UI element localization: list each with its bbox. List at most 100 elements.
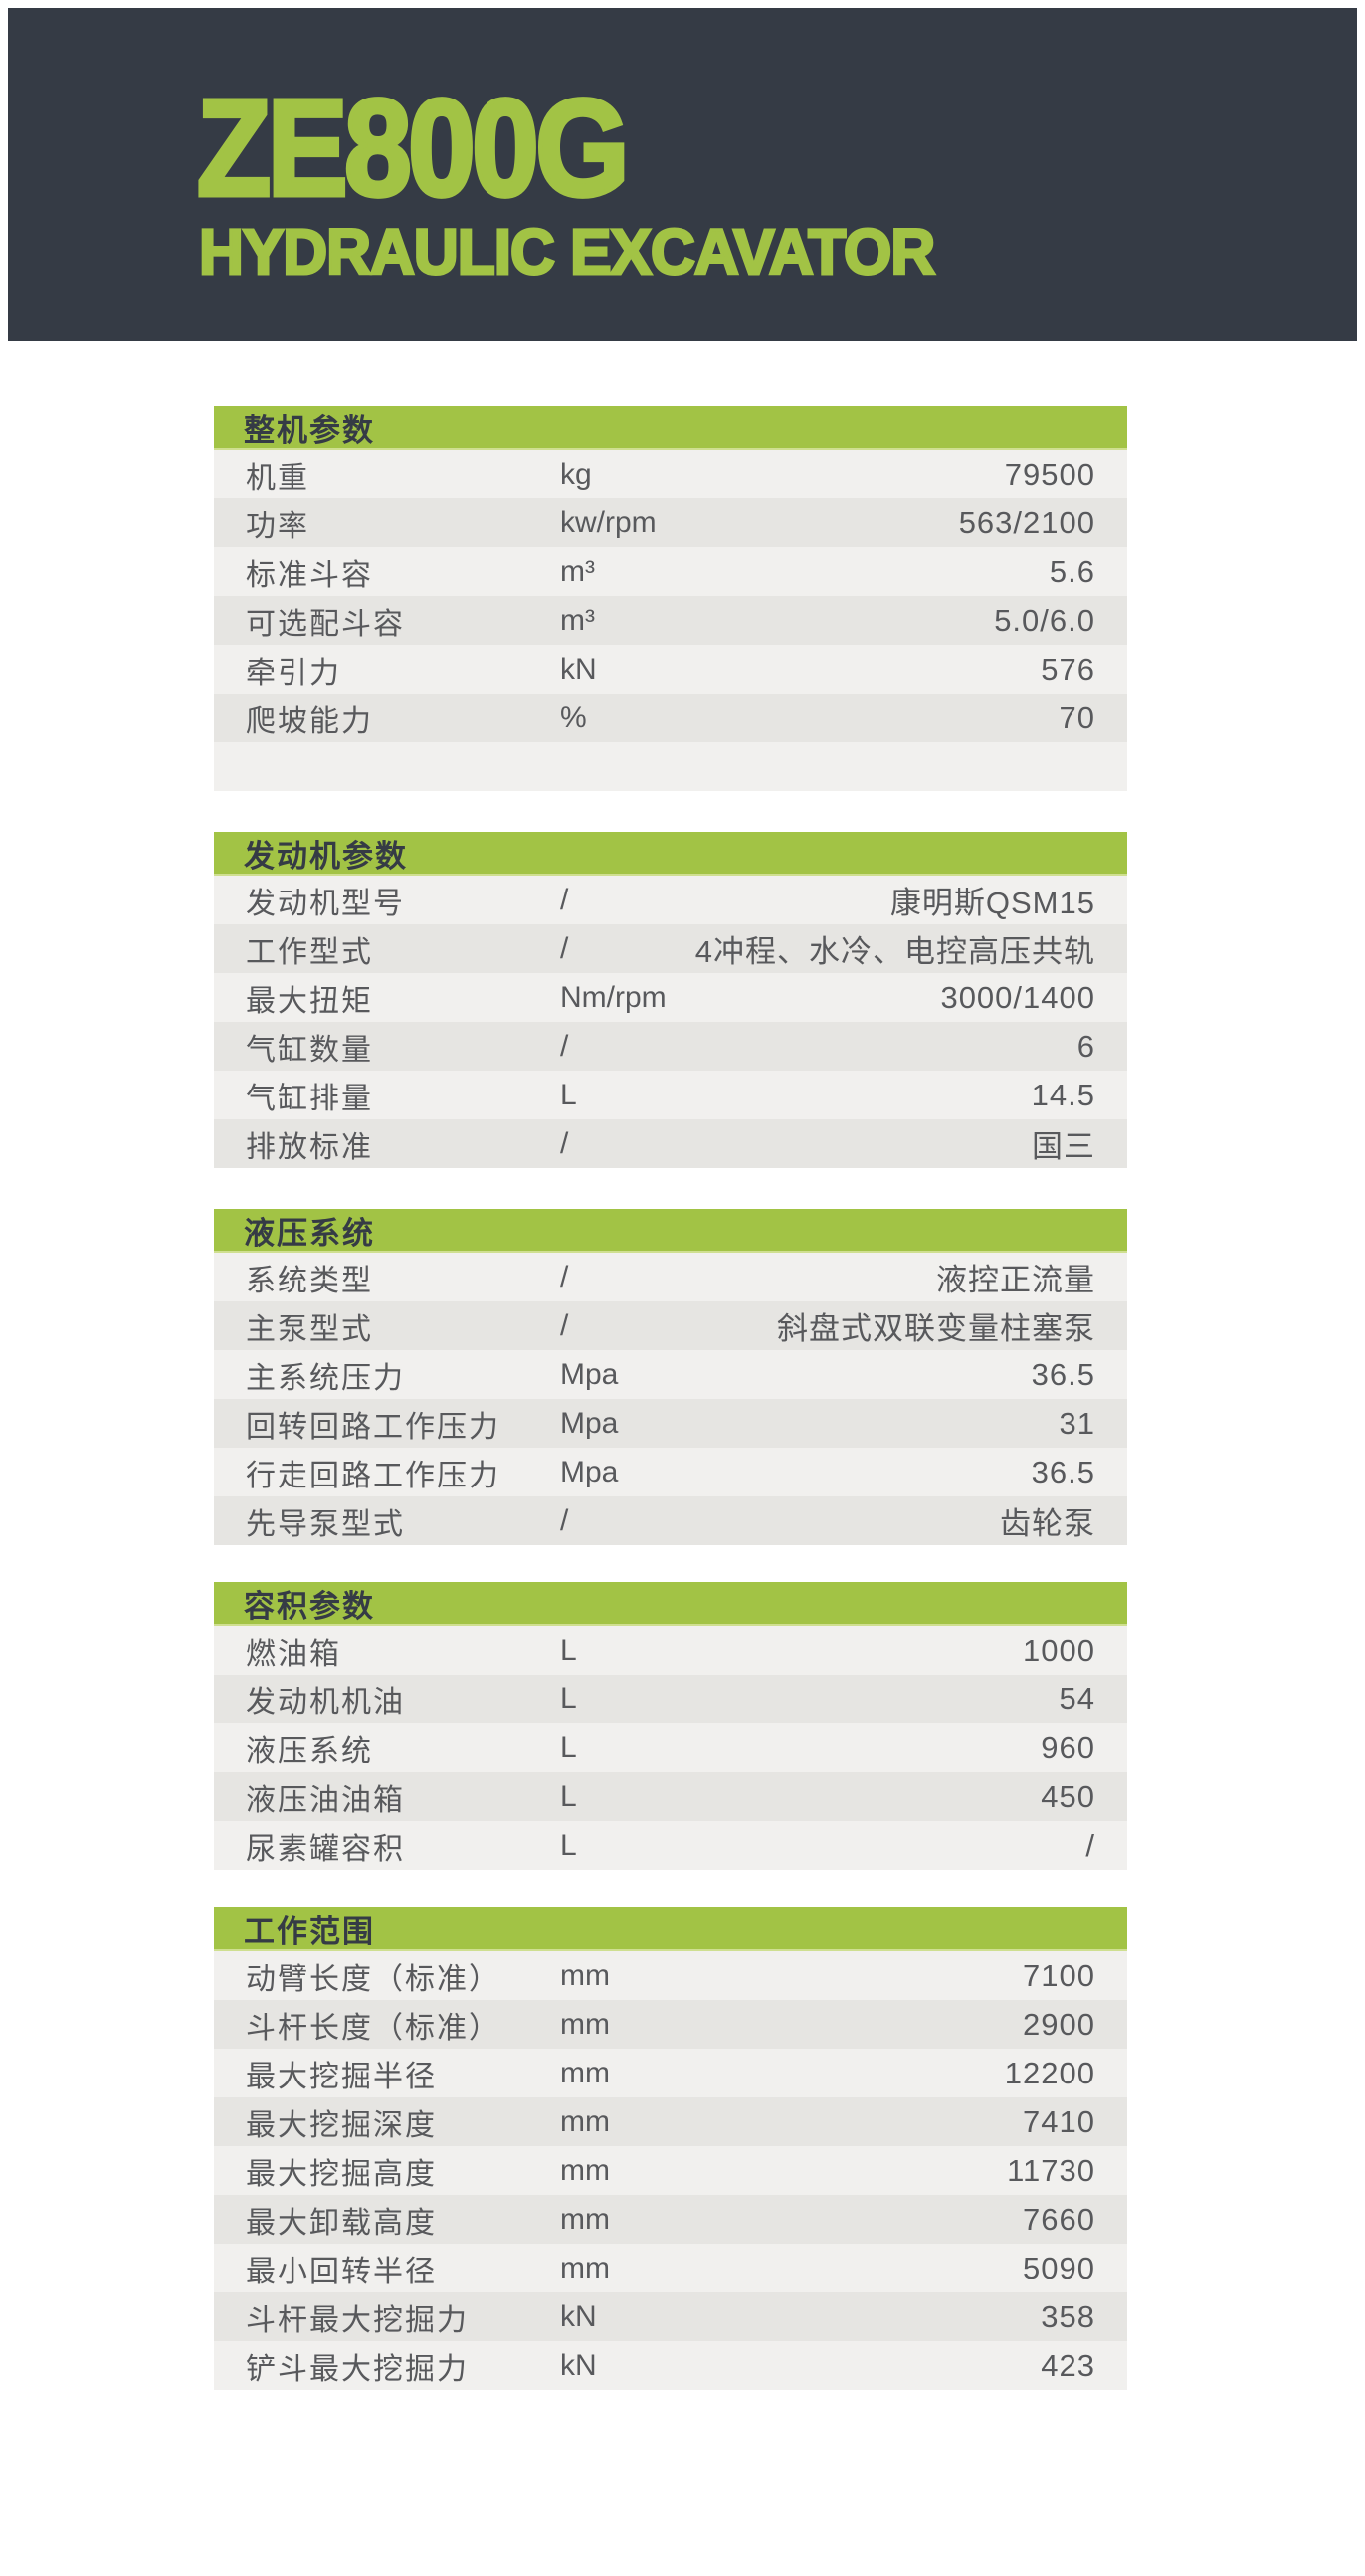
spec-row-value: 31 [1059,1405,1095,1441]
spec-row-label: 最大挖掘高度 [246,2157,437,2191]
spec-row-unit: m³ [560,554,595,588]
section-header-bar: 工作范围 [214,1907,1127,1951]
spec-row: 气缸数量 / 6 [214,1022,1127,1071]
spec-row-unit: / [560,1503,569,1537]
spec-row: 液压系统 L 960 [214,1723,1127,1772]
spec-row-label: 主泵型式 [246,1312,373,1346]
spec-row-value: 6 [1076,1028,1095,1064]
spec-section: 发动机参数 发动机型号 / 康明斯QSM15 工作型式 / 4冲程、水冷、电控高压共轨 最大扭… [214,832,1127,1168]
spec-row: 斗杆长度（标准） mm 2900 [214,2000,1127,2049]
spec-row-value: 11730 [1007,2152,1095,2188]
spec-row-label: 最大挖掘半径 [246,2060,437,2093]
spec-row-label: 系统类型 [246,1264,373,1297]
spec-row-label: 液压油油箱 [246,1783,405,1817]
spec-row: 动臂长度（标准） mm 7100 [214,1951,1127,2000]
spec-row-value: 423 [1041,2347,1095,2383]
spec-row-unit: L [560,1682,577,1715]
spec-row-value: 1000 [1023,1632,1095,1668]
spec-row: 排放标准 / 国三 [214,1119,1127,1168]
hero-banner: ZE800G HYDRAULIC EXCAVATOR [8,8,1357,341]
spec-row-label: 尿素罐容积 [246,1832,405,1866]
section-title: 液压系统 [244,1215,375,1251]
spec-row-label: 行走回路工作压力 [246,1459,500,1492]
spec-row-unit: kN [560,2299,597,2333]
spec-row: 最大挖掘深度 mm 7410 [214,2097,1127,2146]
spec-tables: 整机参数 机重 kg 79500 功率 kw/rpm 563/2100 标准斗容 m³ 5.6 可选… [214,406,1127,2390]
section-header-bar: 液压系统 [214,1209,1127,1253]
spec-row-label: 液压系统 [246,1734,373,1768]
spec-row: 最大挖掘高度 mm 11730 [214,2146,1127,2195]
spec-row: 燃油箱 L 1000 [214,1626,1127,1675]
spec-row-unit: / [560,1029,569,1063]
spec-row-unit: / [560,1126,569,1160]
spec-row-value: 国三 [1032,1129,1095,1164]
spec-row-label: 先导泵型式 [246,1507,405,1541]
spec-row-value: 液控正流量 [936,1263,1095,1297]
spec-row-value: 14.5 [1031,1077,1095,1112]
spec-row: 爬坡能力% 70 [214,694,1127,742]
product-model-title: ZE800G [195,72,632,225]
spec-row: 发动机型号 / 康明斯QSM15 [214,876,1127,924]
spec-row: 牵引力 kN 576 [214,645,1127,694]
spec-row: 最大卸载高度 mm 7660 [214,2195,1127,2244]
spec-row [214,742,1127,791]
spec-row: 回转回路工作压力 Mpa 31 [214,1399,1127,1448]
spec-row-unit: L [560,1779,577,1813]
spec-row-unit: Mpa [560,1357,619,1391]
section-header-bar: 容积参数 [214,1582,1127,1626]
spec-row-unit: kN [560,652,597,686]
spec-row-label: 斗杆最大挖掘力 [246,2303,469,2337]
spec-row-unit: m³ [560,603,595,637]
spec-row-value: 36.5 [1031,1454,1095,1489]
spec-row-label: 功率 [246,509,309,543]
spec-row: 气缸排量 L 14.5 [214,1071,1127,1119]
spec-row-value: 4冲程、水冷、电控高压共轨 [694,934,1095,969]
spec-row-label: 发动机型号 [246,887,405,920]
spec-row: 标准斗容 m³ 5.6 [214,547,1127,596]
spec-row-unit: kw/rpm [560,505,657,539]
spec-row-label: 发动机机油 [246,1685,405,1719]
spec-row-value: 70 [1059,699,1095,735]
spec-row-label: 气缸数量 [246,1033,373,1067]
spec-row-label: 铲斗最大挖掘力 [246,2352,469,2386]
section-title: 容积参数 [244,1588,375,1624]
spec-row-label: 斗杆长度（标准） [246,2011,500,2045]
spec-row-value: 5090 [1023,2250,1095,2285]
spec-row-value: 12200 [1004,2055,1095,2090]
spec-row: 斗杆最大挖掘力 kN 358 [214,2292,1127,2341]
spec-row-label: 燃油箱 [246,1637,341,1671]
spec-row-unit: Nm/rpm [560,980,667,1014]
spec-row-value: 斜盘式双联变量柱塞泵 [777,1311,1095,1346]
spec-row-unit: mm [560,2202,610,2236]
spec-row-label: 动臂长度（标准） [246,1962,500,1996]
spec-row: 先导泵型式 / 齿轮泵 [214,1496,1127,1545]
spec-section: 整机参数 机重 kg 79500 功率 kw/rpm 563/2100 标准斗容 m³ 5.6 可选… [214,406,1127,791]
section-title: 整机参数 [244,412,375,448]
spec-row: 液压油油箱 L 450 [214,1772,1127,1821]
spec-row: 最大挖掘半径 mm 12200 [214,2049,1127,2097]
spec-row-label: 爬坡能力 [246,704,373,738]
spec-section: 容积参数 燃油箱 L 1000 发动机机油 L 54 液压系统 L 960 液压油油箱 L 450 尿素罐… [214,1582,1127,1870]
spec-row: 可选配斗容 m³ 5.0/6.0 [214,596,1127,645]
spec-row-unit: mm [560,2251,610,2284]
spec-row-label: 最小回转半径 [246,2255,437,2288]
spec-row-unit: kg [560,457,592,491]
spec-row-unit: Mpa [560,1455,619,1488]
spec-row-value: 5.0/6.0 [994,602,1095,638]
spec-row-unit: kN [560,2348,597,2382]
spec-row: 主系统压力 Mpa 36.5 [214,1350,1127,1399]
spec-row-value: 960 [1041,1729,1095,1765]
spec-row-value: 7660 [1023,2201,1095,2237]
spec-row-value: 2900 [1023,2006,1095,2042]
spec-row-label: 标准斗容 [246,558,373,592]
spec-row: 系统类型 / 液控正流量 [214,1253,1127,1301]
spec-section: 工作范围 动臂长度（标准） mm 7100 斗杆长度（标准） mm 2900 最大挖掘半径 mm… [214,1907,1127,2390]
spec-row-unit: mm [560,2104,610,2138]
spec-row-label: 最大卸载高度 [246,2206,437,2240]
spec-row-value: 54 [1059,1681,1095,1716]
spec-row-value: 3000/1400 [940,979,1095,1015]
spec-section: 液压系统 系统类型 / 液控正流量主泵型式 / 斜盘式双联变量柱塞泵主系统压力 Mpa 36.… [214,1209,1127,1545]
spec-row-label: 气缸排量 [246,1082,373,1115]
product-type-subtitle: HYDRAULIC EXCAVATOR [198,216,937,288]
spec-row-value: 450 [1041,1778,1095,1814]
